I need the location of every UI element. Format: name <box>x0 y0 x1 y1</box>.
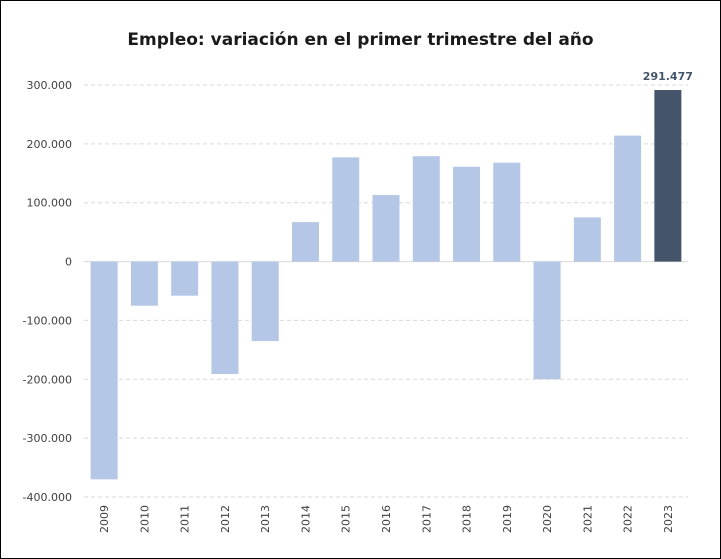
x-tick-label: 2016 <box>380 505 393 533</box>
y-tick-label: 300.000 <box>27 79 73 92</box>
data-label: 291.477 <box>643 70 693 83</box>
chart-title: Empleo: variación en el primer trimestre… <box>127 30 594 50</box>
bar-2021 <box>573 217 601 262</box>
x-tick-label: 2012 <box>219 505 232 533</box>
bar-2010 <box>130 261 158 306</box>
bar-2019 <box>493 162 521 262</box>
y-tick-label: -100.000 <box>23 314 72 327</box>
bar-2022 <box>614 135 642 262</box>
x-tick-label: 2015 <box>340 505 353 533</box>
y-tick-label: -200.000 <box>23 373 72 386</box>
x-tick-label: 2020 <box>541 505 554 533</box>
y-tick-label: -400.000 <box>23 491 72 504</box>
bar-2012 <box>211 261 239 374</box>
x-tick-label: 2013 <box>259 505 272 533</box>
bar-2014 <box>291 222 319 262</box>
bar-2013 <box>251 261 279 342</box>
bar-2016 <box>372 195 400 262</box>
x-tick-label: 2011 <box>179 505 192 533</box>
bar-2018 <box>453 166 481 262</box>
y-tick-label: 0 <box>65 256 72 269</box>
x-tick-label: 2023 <box>662 505 675 533</box>
bar-2015 <box>332 157 360 262</box>
bar-2011 <box>171 261 199 296</box>
x-tick-label: 2022 <box>622 505 635 533</box>
x-tick-label: 2014 <box>299 505 312 533</box>
y-tick-label: -300.000 <box>23 432 72 445</box>
y-tick-label: 100.000 <box>27 197 73 210</box>
x-tick-label: 2009 <box>98 505 111 533</box>
x-tick-label: 2018 <box>461 505 474 533</box>
x-tick-label: 2017 <box>420 505 433 533</box>
x-tick-label: 2019 <box>501 505 514 533</box>
bar-2017 <box>412 156 440 262</box>
x-tick-label: 2010 <box>138 505 151 533</box>
bar-2020 <box>533 261 561 380</box>
bar-2023 <box>654 90 682 262</box>
y-tick-label: 200.000 <box>27 138 73 151</box>
bar-2009 <box>90 261 118 480</box>
x-tick-label: 2021 <box>581 505 594 533</box>
